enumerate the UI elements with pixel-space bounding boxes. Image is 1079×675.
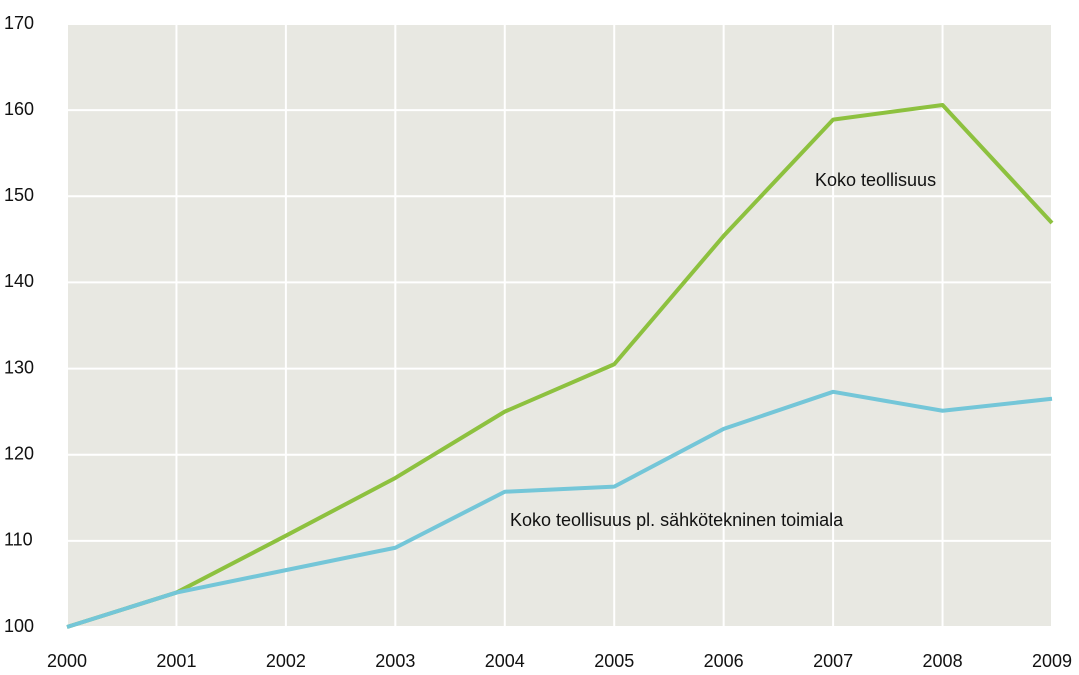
y-tick-label: 130 xyxy=(4,357,34,377)
x-tick-label: 2007 xyxy=(813,651,853,671)
series-label: Koko teollisuus pl. sähkötekninen toimia… xyxy=(510,510,844,530)
plot-area xyxy=(67,24,1052,627)
x-tick-label: 2005 xyxy=(594,651,634,671)
x-tick-label: 2002 xyxy=(266,651,306,671)
y-tick-label: 150 xyxy=(4,185,34,205)
x-tick-label: 2006 xyxy=(704,651,744,671)
series-line xyxy=(66,389,1053,629)
y-tick-label: 100 xyxy=(4,616,34,636)
y-tick-label: 120 xyxy=(4,443,34,463)
series-label: Koko teollisuus xyxy=(815,170,936,190)
x-tick-label: 2001 xyxy=(156,651,196,671)
x-tick-label: 2008 xyxy=(923,651,963,671)
x-tick-label: 2009 xyxy=(1032,651,1072,671)
y-tick-label: 140 xyxy=(4,271,34,291)
series-line xyxy=(66,102,1054,629)
x-tick-label: 2000 xyxy=(47,651,87,671)
x-tick-label: 2003 xyxy=(375,651,415,671)
y-tick-label: 160 xyxy=(4,99,34,119)
y-tick-label: 170 xyxy=(4,13,34,33)
y-tick-label: 110 xyxy=(4,530,33,550)
x-tick-label: 2004 xyxy=(485,651,525,671)
